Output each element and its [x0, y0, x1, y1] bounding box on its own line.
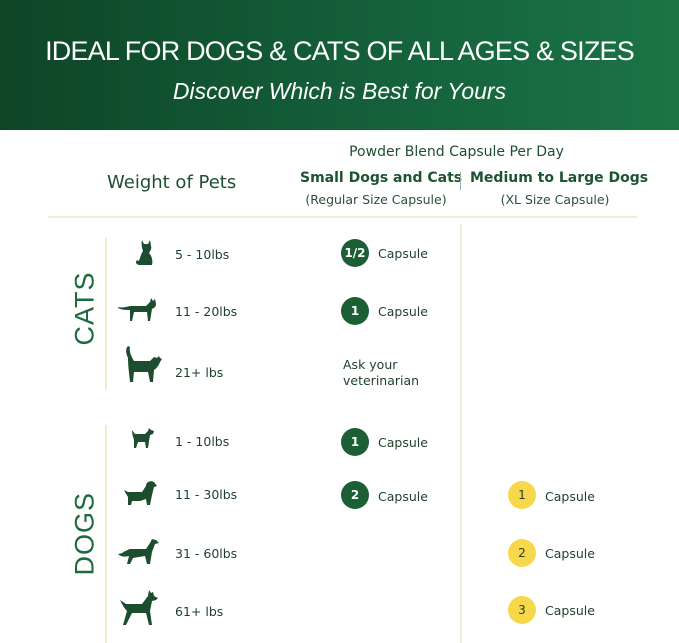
xl-capsule-badge: 2	[508, 539, 536, 567]
weight-label: 21+ lbs	[175, 365, 224, 380]
powder-heading: Powder Blend Capsule Per Day	[349, 144, 564, 160]
header-divider	[48, 216, 637, 218]
ask-veterinarian-note: Ask your veterinarian	[343, 357, 420, 388]
weight-label: 1 - 10lbs	[175, 434, 230, 449]
header-subtitle: Discover Which is Best for Yours	[172, 78, 507, 104]
cats-label: CATS	[69, 271, 100, 346]
column-large-subheading: (XL Size Capsule)	[500, 192, 610, 207]
capsule-badge: 2	[341, 481, 369, 509]
column-divider	[460, 224, 462, 643]
weight-label: 61+ lbs	[175, 604, 224, 619]
capsule-badge: 1	[341, 428, 369, 456]
xl-capsule-badge: 1	[508, 481, 536, 509]
column-separator	[460, 172, 461, 190]
spaniel-dog-icon	[124, 481, 157, 505]
column-small-heading: Small Dogs and Cats	[300, 170, 463, 186]
cats-divider	[105, 238, 107, 390]
capsule-badge: 1	[341, 297, 369, 325]
xl-capsule-badge: 3	[508, 596, 536, 624]
weight-heading: Weight of Pets	[107, 172, 237, 193]
xl-capsule-label: Capsule	[545, 546, 595, 561]
sitting-cat-icon	[136, 240, 153, 265]
setter-dog-icon	[118, 539, 159, 564]
column-small-subheading: (Regular Size Capsule)	[305, 192, 447, 207]
xl-capsule-label: Capsule	[545, 603, 595, 618]
weight-label: 11 - 20lbs	[175, 304, 238, 319]
small-dog-icon	[132, 428, 154, 448]
xl-capsule-label: Capsule	[545, 489, 595, 504]
header-title: IDEAL FOR DOGS & CATS OF ALL AGES & SIZE…	[45, 36, 635, 66]
dogs-label: DOGS	[69, 491, 100, 576]
capsule-label: Capsule	[378, 435, 428, 450]
capsule-badge: 1/2	[341, 239, 369, 267]
doberman-dog-icon	[120, 590, 158, 625]
column-large-heading: Medium to Large Dogs	[470, 170, 649, 186]
capsule-label: Capsule	[378, 489, 428, 504]
weight-label: 5 - 10lbs	[175, 247, 230, 262]
weight-label: 31 - 60lbs	[175, 546, 238, 561]
capsule-label: Capsule	[378, 304, 428, 319]
dogs-divider	[105, 425, 107, 643]
cat-icon	[118, 298, 156, 321]
large-cat-icon	[126, 346, 162, 382]
capsule-label: Capsule	[378, 246, 428, 261]
weight-label: 11 - 30lbs	[175, 487, 238, 502]
header-banner: IDEAL FOR DOGS & CATS OF ALL AGES & SIZE…	[0, 0, 679, 130]
